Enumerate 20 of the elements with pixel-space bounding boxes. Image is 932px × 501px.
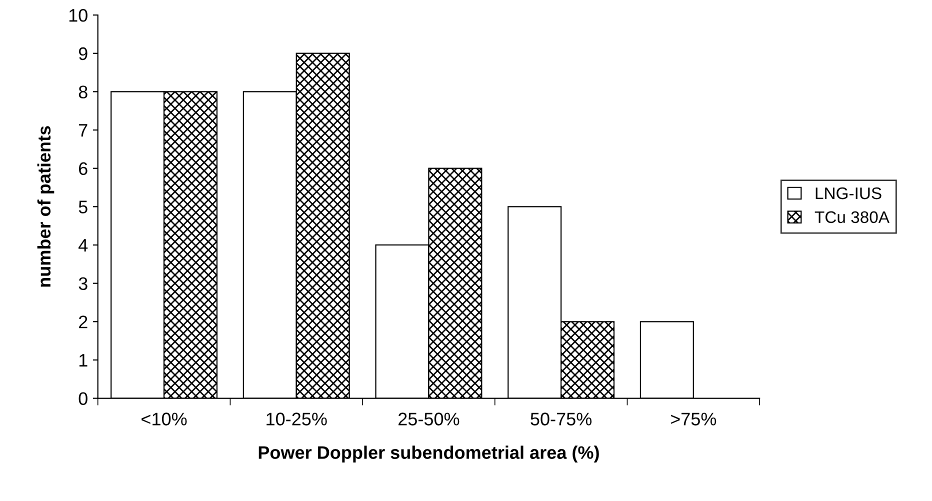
x-tick-label: 50-75% [530,412,592,426]
y-tick-label: 5 [78,200,88,214]
y-tick-label: 10 [69,8,88,22]
x-axis-title: Power Doppler subendometrial area (%) [258,446,599,463]
y-tick-label: 7 [79,124,88,137]
y-tick-label: 8 [78,86,88,98]
y-tick-label: 2 [79,316,88,328]
y-tick-label: 0 [78,392,88,406]
y-tick-label: 4 [78,239,88,252]
y-tick-label: 9 [78,47,88,60]
y-tick-label: 1 [79,354,88,367]
y-tick-label: 6 [79,162,88,176]
legend-label: TCu 380A [814,211,890,224]
x-tick-label: 10-25% [266,412,327,426]
x-tick-label: <10% [142,412,187,426]
y-tick-label: 3 [78,277,88,290]
x-tick-label: 25-50% [398,412,460,426]
legend-label: LNG-IUS [816,187,882,200]
x-tick-label: >75% [670,412,716,426]
y-axis-title: number of patients [37,126,54,287]
